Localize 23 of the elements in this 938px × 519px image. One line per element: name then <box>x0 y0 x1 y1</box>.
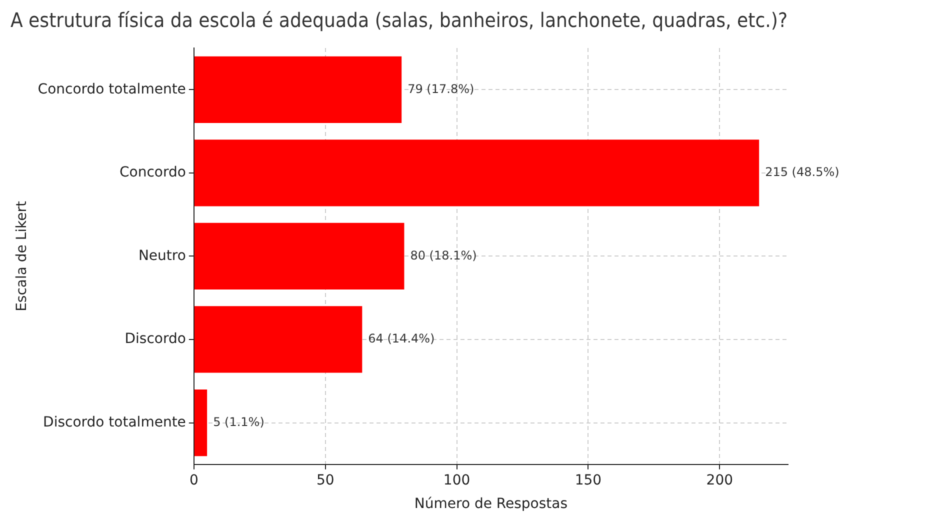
y-tick-label: Discordo totalmente <box>43 414 186 430</box>
bar <box>194 389 208 456</box>
x-axis-title: Número de Respostas <box>414 496 568 512</box>
x-tick-label: 50 <box>316 472 334 488</box>
bar <box>194 306 362 373</box>
bar <box>194 140 760 206</box>
data-label: 64 (14.4%) <box>368 332 435 346</box>
y-tick-label: Neutro <box>138 248 186 264</box>
y-axis-title: Escala de Likert <box>14 200 30 312</box>
chart-title: A estrutura física da escola é adequada (salas, banheiros, lanchonete, quadras, etc.)? <box>10 9 788 32</box>
data-label: 5 (1.1%) <box>213 414 264 429</box>
x-tick-label: 150 <box>574 472 602 488</box>
bar <box>194 222 404 290</box>
y-tick-label: Discordo <box>124 331 186 348</box>
x-tick-label: 100 <box>443 472 470 488</box>
x-tick-label: 200 <box>706 472 734 488</box>
y-tick-label: Concordo totalmente <box>38 81 186 98</box>
x-tick-label: 0 <box>189 472 198 488</box>
data-label: 80 (18.1%) <box>410 248 477 262</box>
bar <box>194 56 402 123</box>
data-label: 215 (48.5%) <box>765 165 840 180</box>
y-tick-label: Concordo <box>119 164 186 181</box>
data-label: 79 (17.8%) <box>408 82 474 96</box>
